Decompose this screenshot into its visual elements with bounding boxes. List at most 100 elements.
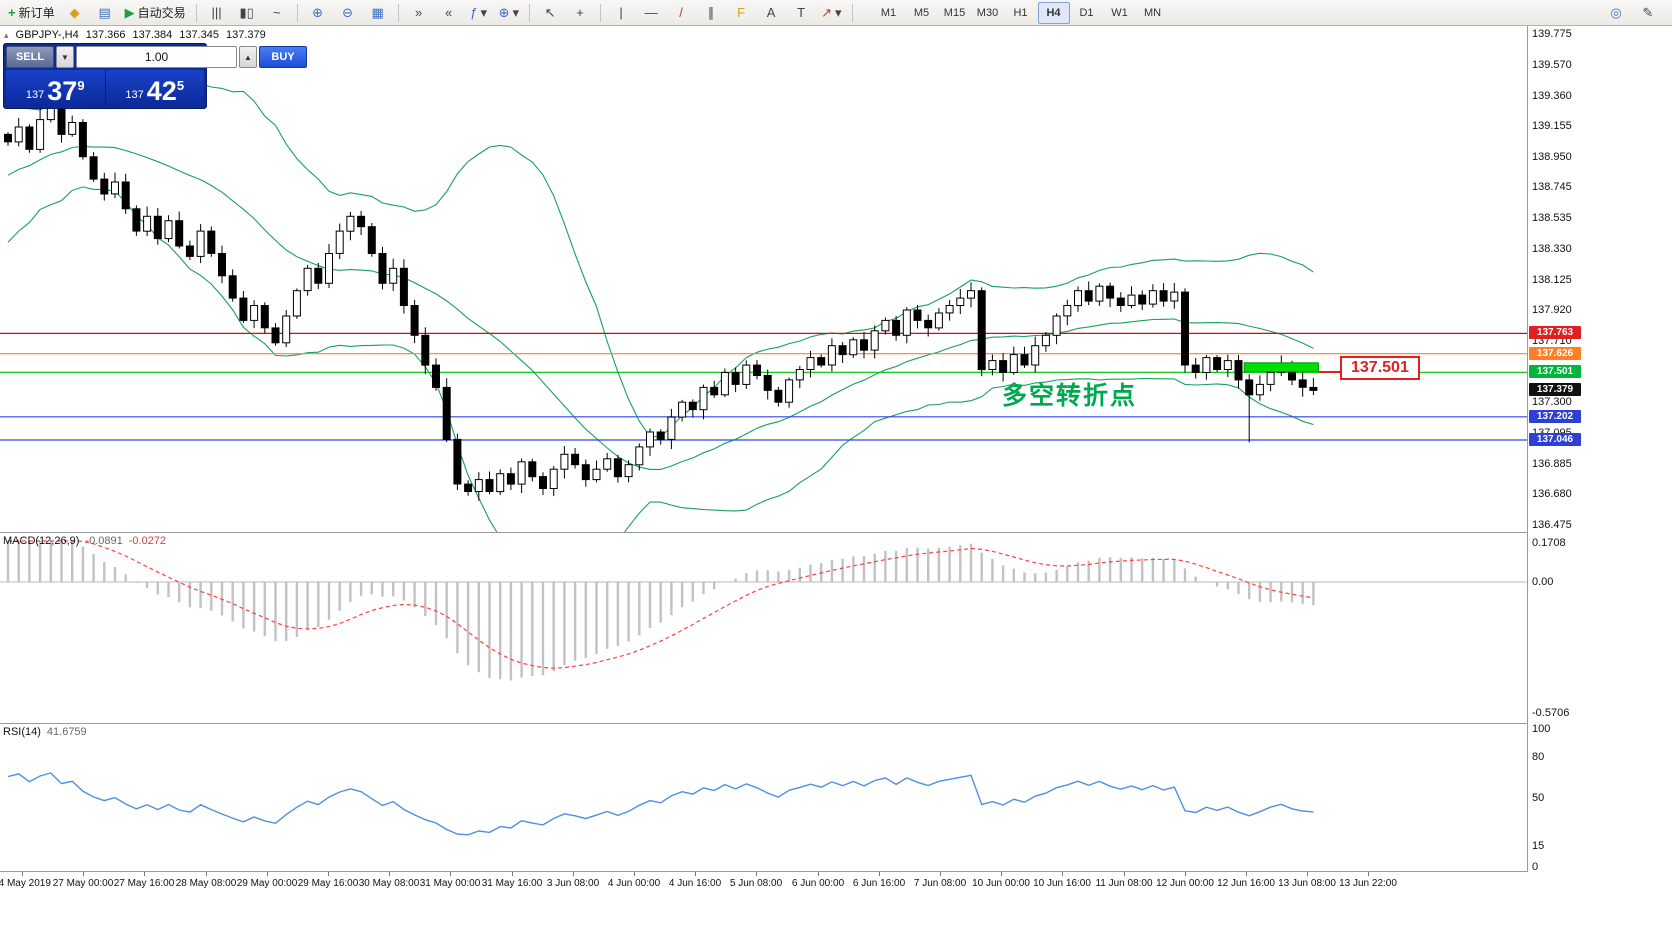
chart-bars-button[interactable]: |||: [203, 2, 231, 24]
chart-area: ▴ GBPJPY-,H4 137.366 137.384 137.345 137…: [0, 26, 1672, 894]
chevron-down-icon: ▾: [512, 5, 520, 20]
chart-shift-button[interactable]: «: [435, 2, 463, 24]
candle-body: [4, 133, 12, 143]
indicators-icon: ƒ: [470, 5, 478, 20]
zoom-in-button[interactable]: ⊕: [304, 2, 332, 24]
panel-divider[interactable]: [0, 532, 1672, 533]
timeframe-mn-button[interactable]: MN: [1143, 6, 1162, 19]
candle-body: [271, 327, 280, 344]
periods-button[interactable]: ⊕ ▾: [495, 2, 523, 24]
edit-button[interactable]: ✎: [1634, 2, 1662, 24]
panel-divider[interactable]: [0, 723, 1672, 724]
timeframe-d1-button[interactable]: D1: [1079, 6, 1094, 19]
candle-body: [667, 416, 676, 440]
price-axis-label: 139.155: [1532, 120, 1572, 132]
rsi-label: RSI(14) 41.6759: [3, 726, 87, 738]
toolbar-separator: [851, 3, 853, 22]
buy-button[interactable]: BUY: [259, 46, 307, 68]
time-axis-tick: [389, 872, 390, 876]
candle-body: [945, 305, 954, 314]
candle-body: [1052, 315, 1061, 336]
candle-body: [207, 230, 216, 254]
candle-body: [474, 479, 483, 493]
tile-windows-button[interactable]: ▦: [364, 2, 392, 24]
search-button[interactable]: ◎: [1602, 2, 1630, 24]
new-order-button[interactable]: + 新订单: [4, 2, 59, 24]
time-axis-tick: [1124, 872, 1125, 876]
auto-scroll-button[interactable]: »: [405, 2, 433, 24]
time-axis-tick: [144, 872, 145, 876]
candle-body: [934, 312, 943, 329]
candle-body: [838, 345, 847, 356]
sell-button[interactable]: SELL: [6, 46, 54, 68]
quote-open: 137.366: [85, 29, 126, 41]
timeframe-m1-button[interactable]: M1: [880, 6, 897, 19]
timeframe-h4-button[interactable]: H4: [1037, 1, 1070, 24]
candle-body: [164, 220, 173, 240]
candle-body: [902, 309, 911, 336]
buy-price[interactable]: 137 42 5: [106, 70, 205, 106]
timeframe-w1-button[interactable]: W1: [1111, 6, 1128, 19]
fibonacci-icon: F: [737, 5, 746, 20]
sell-price[interactable]: 137 37 9: [6, 70, 105, 106]
autotrading-button[interactable]: ▶ 自动交易: [121, 2, 190, 24]
time-axis-label: 11 Jun 08:00: [1095, 878, 1153, 889]
chart-line-button[interactable]: ~: [263, 2, 291, 24]
time-axis-tick: [1062, 872, 1063, 876]
timeframe-h1-button[interactable]: H1: [1013, 6, 1028, 19]
chart-candles-button[interactable]: ▮▯: [233, 2, 261, 24]
rsi-svg: [7, 772, 1314, 836]
arrows-button[interactable]: ↗ ▾: [817, 2, 845, 24]
timeframe-m5-button[interactable]: M5: [913, 6, 930, 19]
volume-down-button[interactable]: ▼: [56, 46, 74, 68]
candle-body: [560, 453, 569, 470]
candle-body: [378, 253, 387, 284]
main-chart-panel[interactable]: [0, 26, 1527, 532]
text-label-button[interactable]: T: [787, 2, 815, 24]
timeframe-m15-button[interactable]: M15: [943, 6, 966, 19]
volume-input[interactable]: [76, 46, 237, 68]
candle-body: [303, 267, 312, 292]
fibonacci-button[interactable]: F: [727, 2, 755, 24]
macd-panel[interactable]: [0, 533, 1527, 722]
rsi-panel[interactable]: [0, 724, 1527, 871]
candle-body: [1031, 345, 1040, 366]
zoom-out-button[interactable]: ⊖: [334, 2, 362, 24]
candle-body: [549, 468, 558, 490]
candle-body: [36, 119, 45, 150]
trendline-button[interactable]: /: [667, 2, 695, 24]
autotrading-icon: ▶: [124, 5, 135, 20]
time-axis-tick: [1307, 872, 1308, 876]
cursor-button[interactable]: ↖: [536, 2, 564, 24]
candle-body: [956, 297, 965, 307]
indicators-button[interactable]: ƒ ▾: [465, 2, 493, 24]
time-axis-label: 30 May 08:00: [358, 878, 420, 889]
one-click-toggle-icon[interactable]: ▴: [4, 29, 9, 40]
bollinger-middle: [7, 145, 1314, 470]
vertical-line-button[interactable]: |: [607, 2, 635, 24]
horizontal-line-button[interactable]: —: [637, 2, 665, 24]
market-watch-button[interactable]: ▤: [91, 2, 119, 24]
text-button[interactable]: A: [757, 2, 785, 24]
price-axis-tag: 137.501: [1529, 365, 1581, 378]
channel-button[interactable]: ∥: [697, 2, 725, 24]
volume-up-button[interactable]: ▲: [239, 46, 257, 68]
candle-body: [731, 372, 740, 385]
profiles-button[interactable]: ◆: [61, 2, 89, 24]
time-axis-label: 4 Jun 16:00: [668, 878, 722, 889]
price-axis-label: 138.745: [1532, 181, 1572, 193]
highlight-rectangle[interactable]: [1243, 362, 1319, 373]
candle-body: [282, 315, 291, 344]
price-axis-tag: 137.379: [1529, 383, 1581, 396]
crosshair-button[interactable]: +: [566, 2, 594, 24]
price-callout-box[interactable]: 137.501: [1340, 356, 1420, 380]
macd-axis-label: 0.00: [1532, 576, 1554, 588]
candle-body: [121, 181, 130, 210]
timeframe-m30-button[interactable]: M30: [976, 6, 999, 19]
tile-windows-icon: ▦: [371, 5, 384, 20]
price-axis-label: 136.680: [1532, 488, 1572, 500]
chart-shift-icon: «: [445, 5, 453, 20]
candle-body: [517, 461, 526, 485]
price-axis[interactable]: 139.775 139.570 139.360 139.155 138.950 138.7…: [1527, 26, 1672, 873]
